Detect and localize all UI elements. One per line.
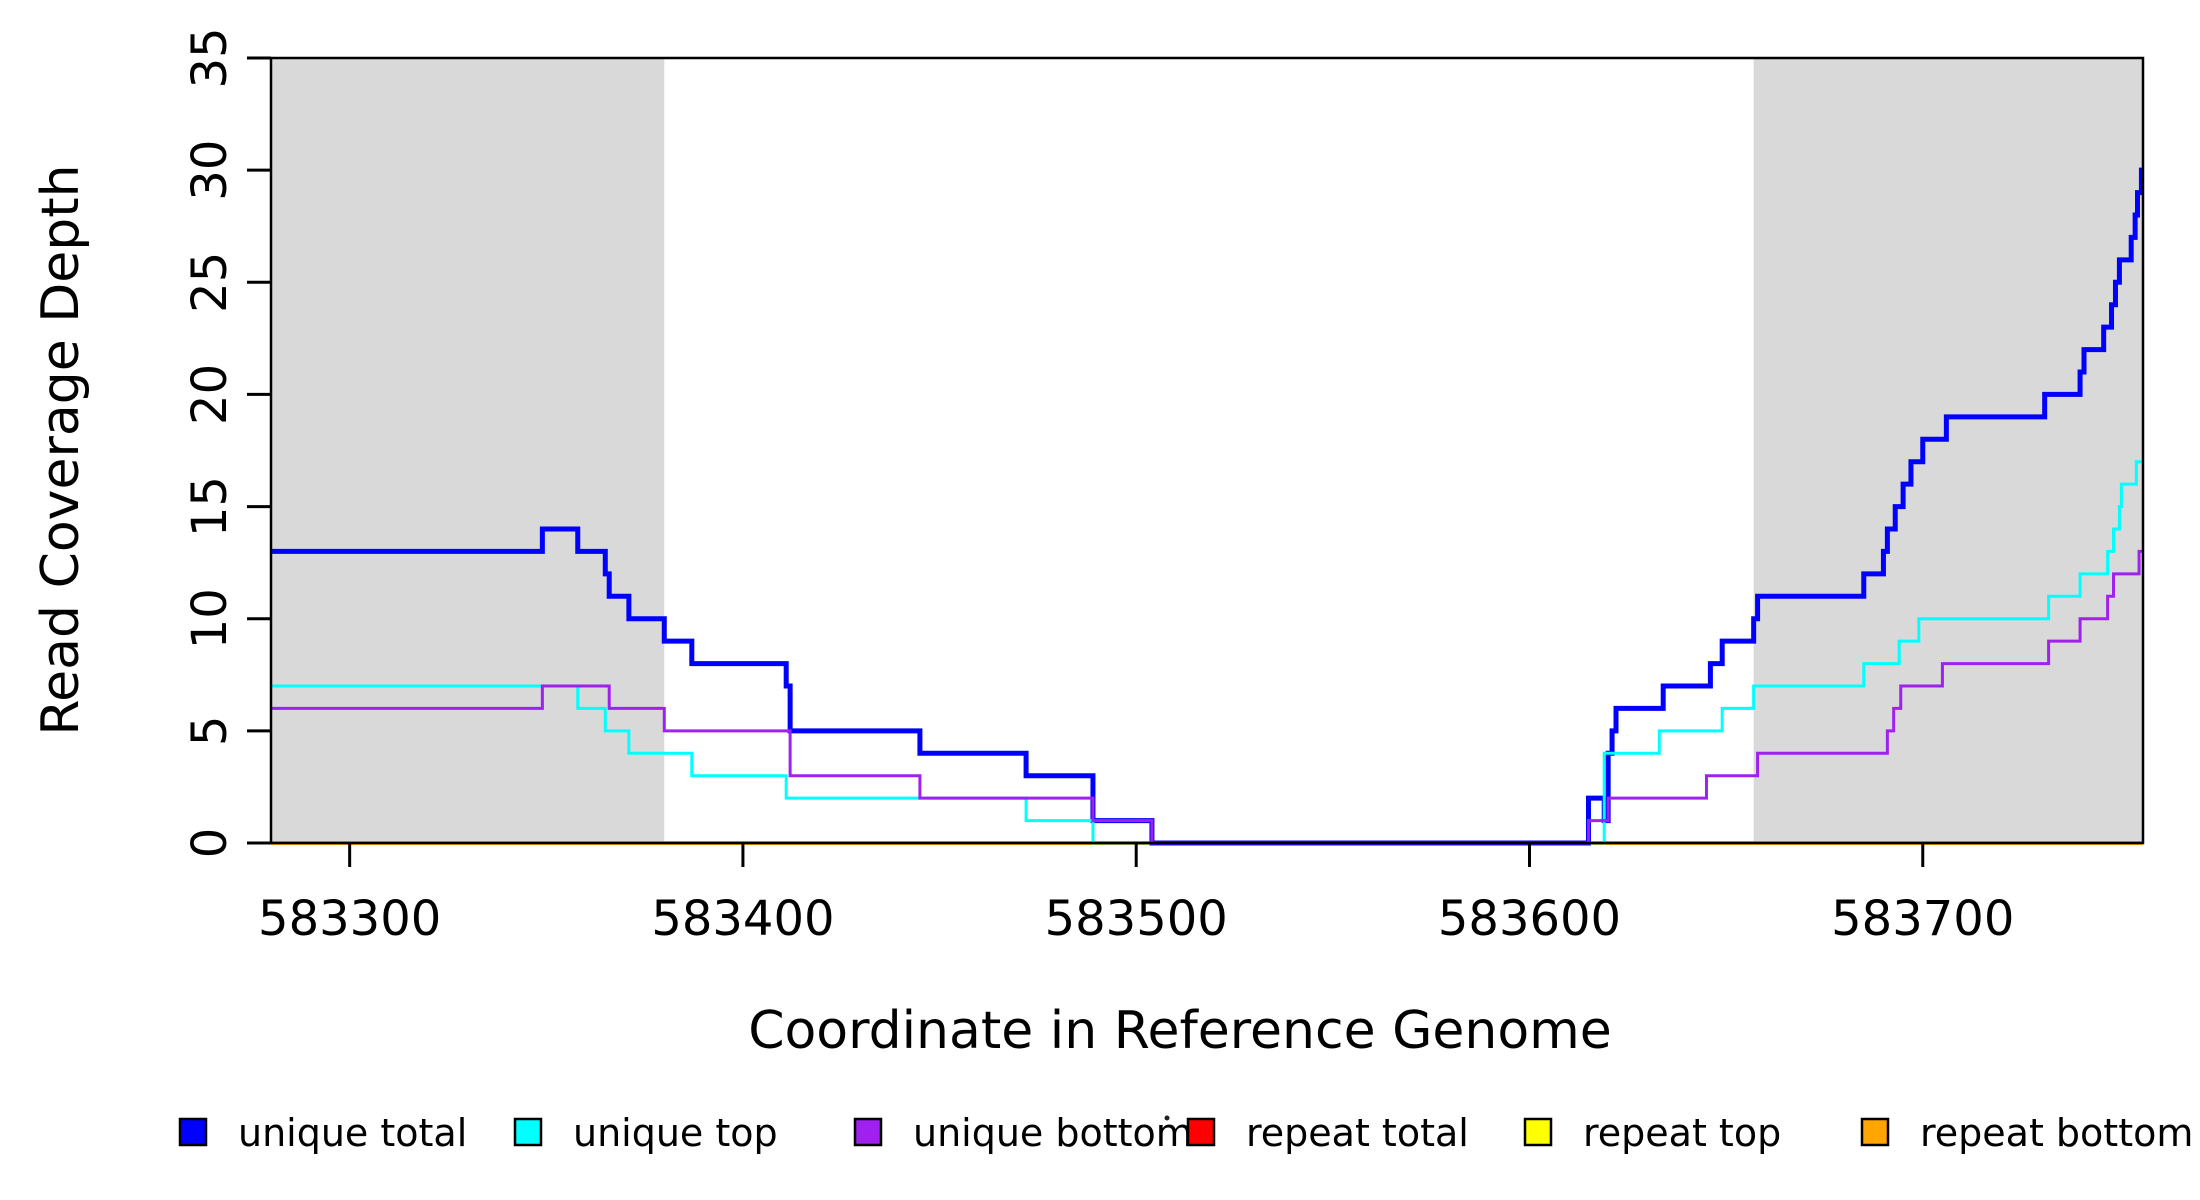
legend-swatch-unique-top [513,1117,543,1147]
stray-dot [1164,1115,1170,1121]
y-tick-label: 30 [182,140,238,201]
x-tick-label: 583600 [1438,891,1621,947]
legend-label-repeat-total: repeat total [1246,1111,1469,1155]
legend-swatch-unique-bottom [853,1117,883,1147]
y-tick-label: 10 [182,588,238,649]
shaded-bands [271,58,2143,843]
axis-ticks [247,56,1925,867]
y-tick-label: 15 [182,476,238,537]
shaded-region [271,58,665,843]
legend-label-repeat-top: repeat top [1583,1111,1781,1155]
y-tick-label: 0 [182,828,238,859]
axis-tick-labels: 583300 583400 583500 583600 583700 0 5 10 15 20 25… [182,27,2014,947]
legend-label-unique-bottom: unique bottom [913,1111,1193,1155]
y-tick-label: 35 [182,27,238,88]
legend-label-repeat-bottom: repeat bottom [1920,1111,2193,1155]
x-axis-title: Coordinate in Reference Genome [748,1001,1612,1061]
legend-label-unique-total: unique total [238,1111,467,1155]
series-line-unique-total [271,167,2144,846]
series-line-unique-bottom [271,549,2143,845]
legend-swatch-repeat-total [1186,1117,1216,1147]
y-tick-label: 20 [182,364,238,425]
shaded-region [1753,58,2143,843]
plot-border [269,56,2145,845]
y-tick-label: 5 [182,716,238,747]
plot-frame [269,56,2145,845]
y-tick-label: 25 [182,252,238,313]
legend-swatch-unique-total [178,1117,208,1147]
series-line-unique-top [271,460,2143,845]
x-tick-label: 583300 [258,891,441,947]
x-tick-label: 583700 [1831,891,2014,947]
x-tick-label: 583500 [1045,891,1228,947]
legend-swatch-repeat-top [1523,1117,1553,1147]
x-tick-label: 583400 [651,891,834,947]
legend-swatch-repeat-bottom [1860,1117,1890,1147]
y-axis-title: Read Coverage Depth [31,164,91,735]
legend-label-unique-top: unique top [573,1111,778,1155]
legend: unique total unique top unique bottom repea… [178,1111,2193,1155]
